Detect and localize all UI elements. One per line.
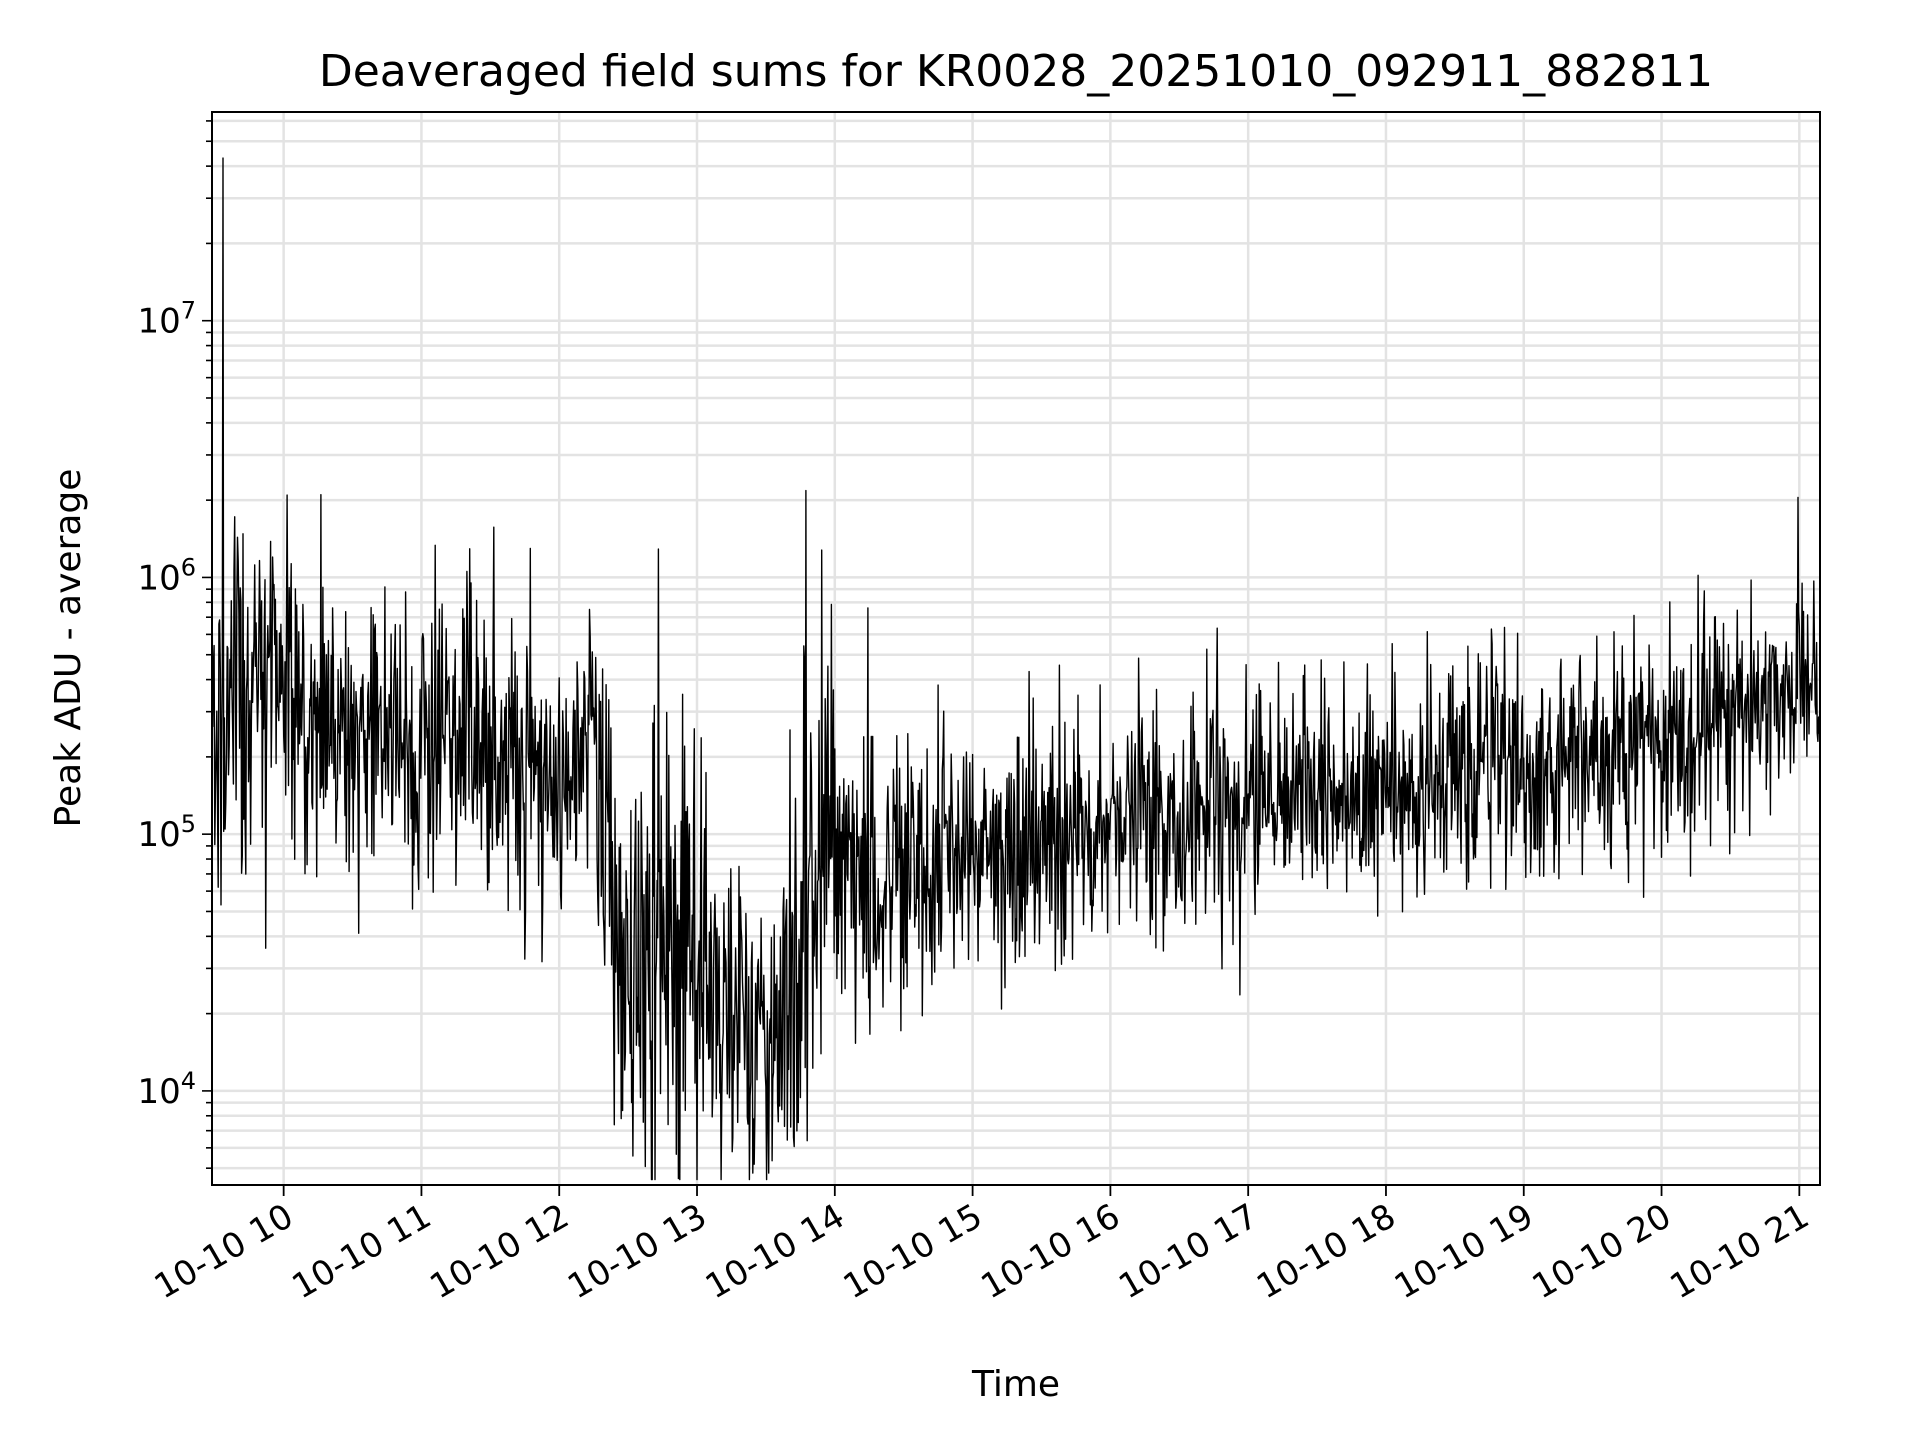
x-axis-title: Time [971, 1364, 1060, 1405]
y-tick-label: 105 [137, 810, 196, 855]
y-tick-label: 107 [137, 297, 196, 342]
grid [212, 112, 1820, 1185]
y-tick-label: 106 [137, 553, 196, 598]
y-tick-label: 104 [137, 1067, 196, 1112]
data-series [211, 157, 1821, 1181]
series-line [211, 157, 1821, 1181]
plot-frame [211, 111, 1821, 1186]
y-axis-title: Peak ADU - average [48, 469, 89, 828]
chart-title: Deaveraged field sums for KR0028_2025101… [319, 46, 1713, 97]
